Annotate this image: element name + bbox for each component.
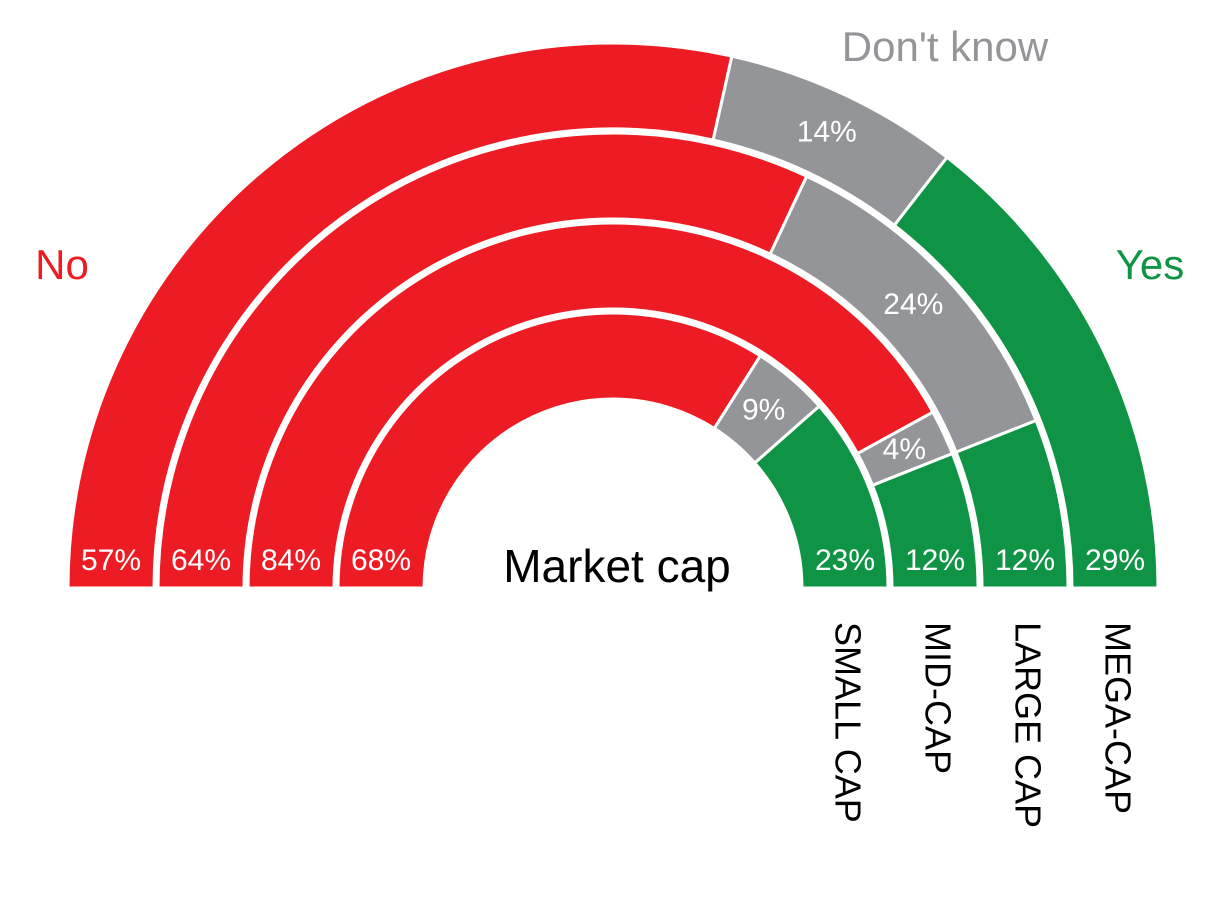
- category-label: MID-CAP: [917, 622, 958, 774]
- value-label: 57%: [81, 544, 141, 577]
- legend-label: Yes: [1116, 241, 1185, 288]
- category-label: SMALL CAP: [827, 622, 868, 823]
- ring-segment: [752, 404, 890, 590]
- value-label: 9%: [742, 394, 785, 427]
- category-label: LARGE CAP: [1007, 622, 1048, 828]
- value-label: 29%: [1085, 544, 1145, 577]
- ring-segment: [336, 311, 763, 590]
- value-label: 64%: [171, 544, 231, 577]
- category-label: MEGA-CAP: [1097, 622, 1138, 814]
- value-label: 84%: [261, 544, 321, 577]
- value-label: 14%: [797, 116, 857, 149]
- ring-segment: [156, 131, 809, 590]
- legend-label: No: [35, 241, 89, 288]
- value-label: 24%: [883, 288, 943, 321]
- ring-segment: [246, 221, 935, 590]
- ring-segment: [870, 451, 980, 590]
- value-label: 23%: [815, 544, 875, 577]
- value-label: 68%: [351, 544, 411, 577]
- value-label: 4%: [883, 433, 926, 466]
- ring-segment: [892, 155, 1160, 590]
- legend-label: Don't know: [842, 23, 1049, 70]
- center-label: Market cap: [503, 540, 731, 592]
- value-label: 12%: [905, 544, 965, 577]
- value-label: 12%: [995, 544, 1055, 577]
- ring-segment: [954, 418, 1070, 590]
